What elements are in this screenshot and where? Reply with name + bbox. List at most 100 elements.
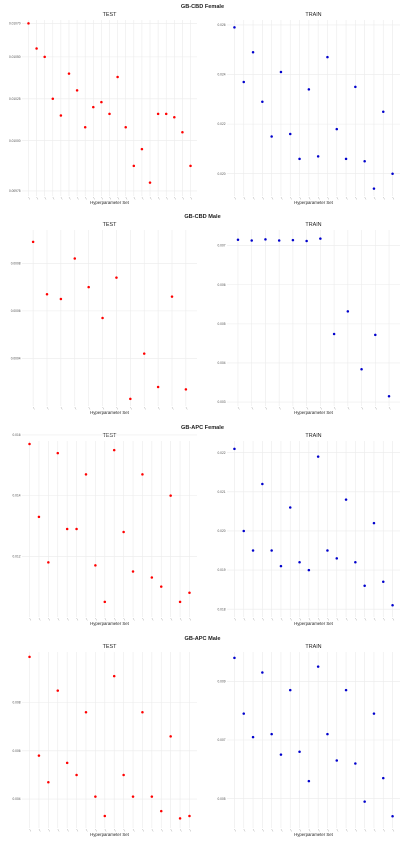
x-tick [364,196,367,200]
x-tick [142,617,145,621]
data-point-test [101,316,104,320]
data-point-test [108,112,111,116]
x-tick [347,406,350,410]
data-point-test [178,817,182,820]
data-point-train [279,70,283,74]
data-point-test [131,795,135,798]
x-axis-label: Hyperparameter Set [90,200,129,205]
data-point-train [261,671,264,674]
data-point-train [242,529,245,533]
y-tick-label: 0.005 [218,797,226,801]
x-tick [317,828,320,832]
data-point-train [332,332,336,336]
data-point-test [132,164,136,168]
y-tick-label: 0.004 [218,361,226,365]
data-point-train [319,237,322,240]
x-tick [74,406,77,410]
data-point-train [344,498,348,501]
panel-title: TEST [103,222,117,228]
x-tick [262,196,264,200]
x-tick [364,617,367,621]
x-tick [101,196,104,200]
panel-test: TEST 0.004 0.006 0.008 Hyperparameter Set [13,644,197,837]
x-tick [123,828,126,832]
data-point-test [47,561,50,564]
panel-test: TEST 0.012 0.014 0.016 Hyperparameter Set [13,433,197,626]
data-point-train [354,85,357,89]
y-tick-label: 0.020 [218,172,226,176]
data-point-train [326,55,329,59]
y-tick-label: 0.021 [218,490,226,494]
data-point-test [27,22,30,25]
y-tick-label: 0.0008 [11,261,21,265]
data-point-test [141,473,144,476]
data-point-test [122,530,125,534]
data-point-test [84,473,88,476]
x-tick [290,828,292,832]
data-point-train [298,560,301,564]
x-tick [290,196,292,200]
data-point-test [122,773,125,777]
x-tick [109,196,112,200]
data-point-train [307,88,311,91]
x-tick [85,828,88,832]
x-tick [165,196,168,200]
panel-test: TEST 0.0004 0.0006 0.0008 Hyperparameter Set [11,222,197,415]
x-tick [189,828,192,832]
x-tick [38,828,41,832]
x-tick [149,196,152,200]
x-tick [345,196,348,200]
data-point-train [363,584,366,587]
x-tick [243,196,246,200]
data-point-train [346,310,350,313]
data-point-train [251,549,255,552]
x-tick [189,617,192,621]
data-point-train [344,157,348,161]
data-point-train [326,549,329,552]
data-point-train [236,238,240,242]
data-point-train [382,110,385,113]
data-point-train [387,394,391,398]
data-point-train [307,568,311,572]
y-tick-label: 0.0006 [11,309,21,313]
y-tick-label: 0.01070 [9,21,21,25]
data-point-train [372,187,376,190]
x-tick [29,828,32,832]
x-tick [151,828,154,832]
data-point-test [150,795,154,798]
chart-title: GB-CBD Male [184,214,220,220]
chart-title: GB-APC Male [184,636,220,642]
data-point-test [169,494,172,497]
chart-block-3: GB-APC Male TEST 0.004 0.006 0.008 Hyperparam… [13,636,400,837]
data-point-train [391,815,394,818]
data-point-train [242,712,245,715]
data-point-test [181,131,184,134]
x-tick [392,828,395,832]
x-axis-label: Hyperparameter Set [90,621,129,626]
data-point-train [277,239,281,242]
x-tick [190,196,193,200]
x-tick [364,828,367,832]
x-tick [32,406,35,410]
data-point-test [150,576,154,579]
x-axis-label: Hyperparameter Set [294,621,333,626]
x-tick [141,196,144,200]
data-point-train [305,239,308,243]
data-point-train [363,800,366,803]
x-tick [388,406,391,410]
data-point-test [75,527,78,531]
x-tick [234,828,237,832]
x-tick [234,196,237,200]
x-tick [95,617,98,621]
panel-train: TRAIN 0.003 0.004 0.005 0.006 0.007 Hyperparam… [218,222,400,415]
data-point-test [59,114,63,117]
x-tick [299,828,302,832]
y-tick-label: 0.006 [218,283,226,287]
x-tick [290,617,292,621]
data-point-train [270,135,273,138]
x-tick [132,828,135,832]
x-tick [327,617,330,621]
data-point-train [382,580,385,584]
x-tick [48,828,50,832]
data-point-train [335,759,339,762]
